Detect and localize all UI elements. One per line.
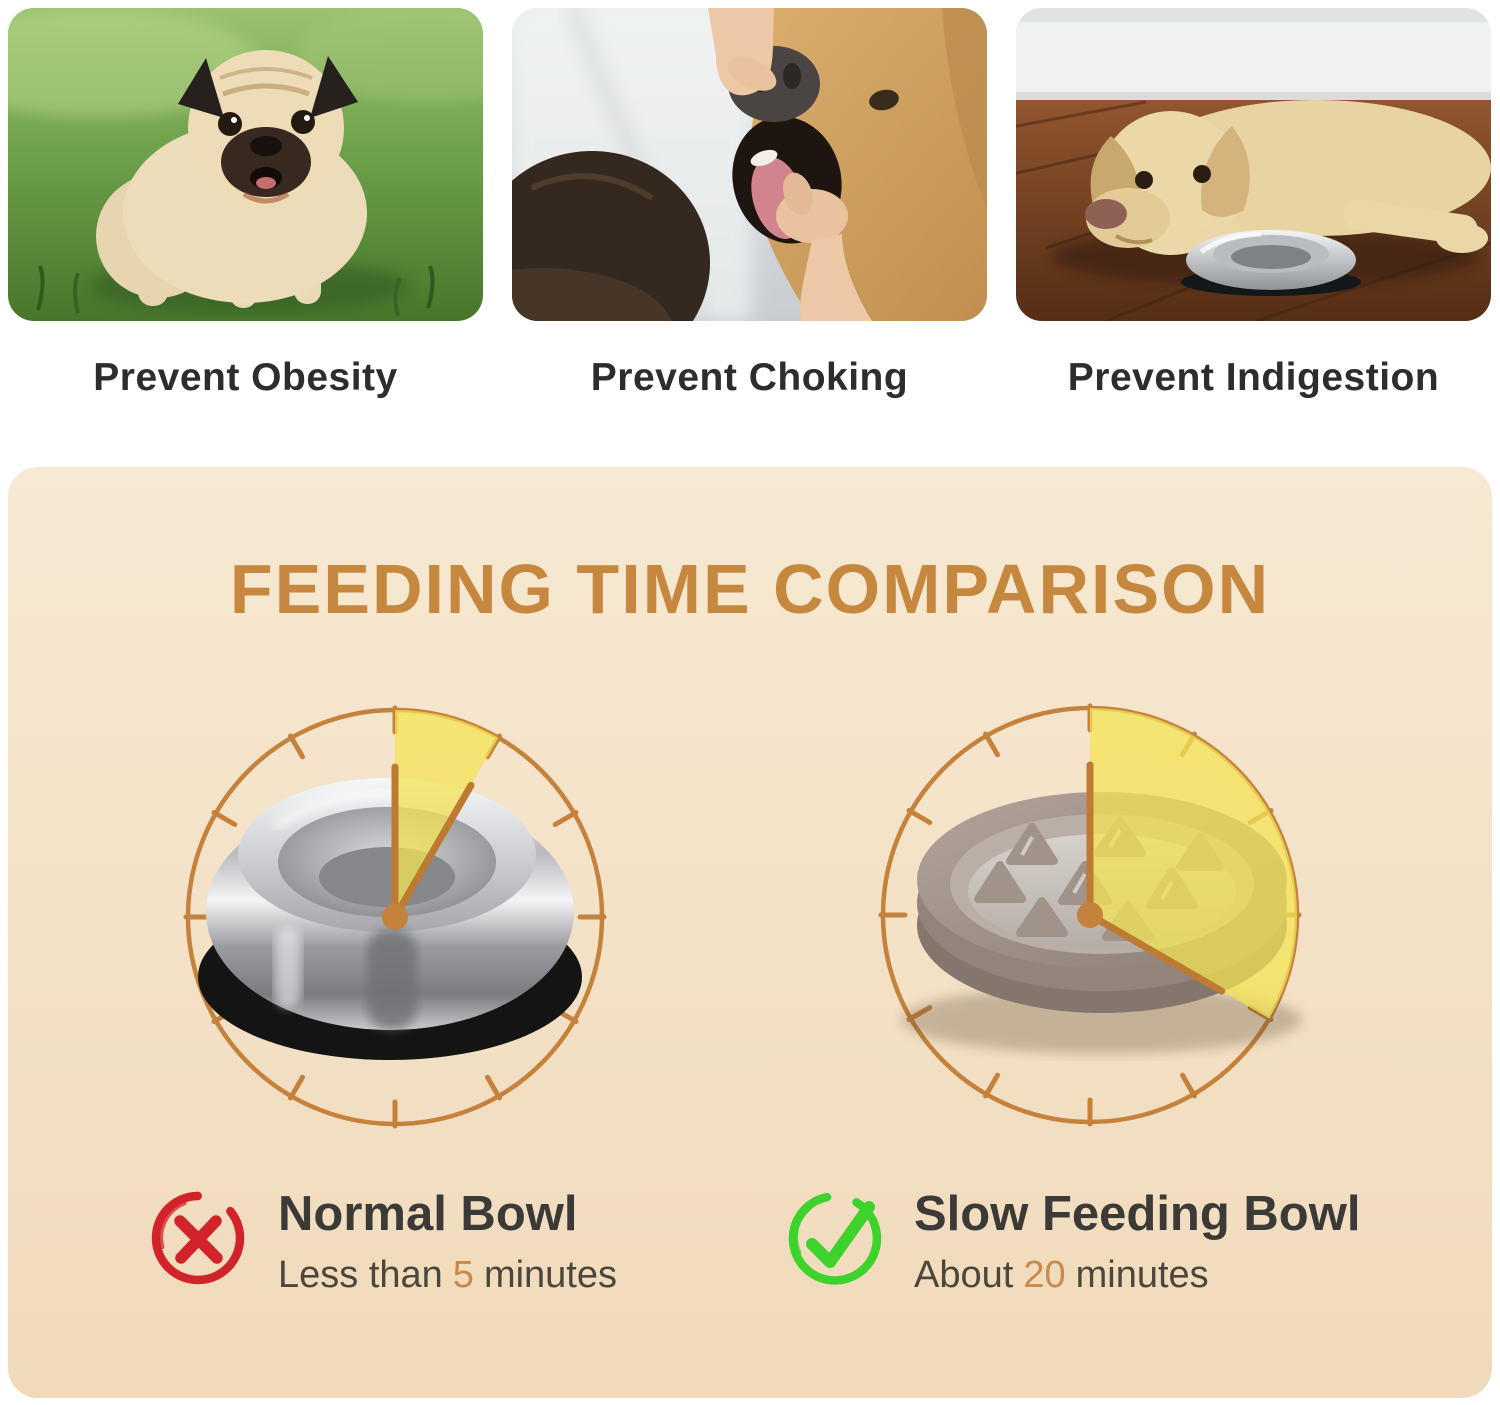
minutes-value: 20 [1023, 1254, 1066, 1297]
labrador-bowl-illustration [1016, 8, 1491, 321]
clock-tick [1180, 1072, 1197, 1099]
normal-bowl-clock [183, 705, 607, 1129]
clock-hand-end [1086, 911, 1226, 995]
clock-tick [485, 1074, 502, 1101]
normal-bowl-result: Normal Bowl Less than 5 minutes [146, 1186, 617, 1297]
result-detail: About 20 minutes [914, 1254, 1360, 1297]
clock-tick [211, 810, 238, 827]
benefit-caption-indigestion: Prevent Indigestion [1067, 356, 1440, 399]
clock-tick [552, 810, 579, 827]
benefit-caption-obesity: Prevent Obesity [93, 356, 398, 399]
clock-tick [983, 731, 1000, 758]
red-cross-icon [151, 1191, 245, 1285]
green-check-icon [788, 1192, 882, 1285]
photo-obese-pug [8, 8, 483, 321]
feeding-time-title: FEEDING TIME COMPARISON [229, 550, 1271, 628]
clock-center-dot [1077, 902, 1103, 928]
obese-pug-illustration [8, 8, 483, 321]
clock-tick [983, 1072, 1000, 1099]
result-title: Normal Bowl [278, 1187, 578, 1241]
slow-feeding-bowl-clock [878, 703, 1302, 1127]
clock-tick [288, 1074, 305, 1101]
clock-tick [906, 808, 933, 825]
result-detail: Less than 5 minutes [278, 1254, 617, 1297]
detail-suffix: minutes [483, 1254, 617, 1297]
clock-tick [288, 733, 305, 760]
photo-labrador-by-bowl [1016, 8, 1491, 321]
minutes-value: 5 [452, 1254, 474, 1297]
dog-mouth-check-illustration [512, 8, 987, 321]
clock-hand-end [391, 781, 475, 921]
photo-checking-dog-mouth [512, 8, 987, 321]
detail-prefix: Less than [278, 1254, 443, 1297]
result-title: Slow Feeding Bowl [914, 1187, 1361, 1241]
benefit-caption-choking: Prevent Choking [590, 356, 909, 399]
clock-tick [485, 733, 502, 760]
detail-prefix: About [914, 1254, 1014, 1297]
detail-suffix: minutes [1075, 1254, 1209, 1297]
clock-center-dot [382, 904, 408, 930]
slow-bowl-result: Slow Feeding Bowl About 20 minutes [782, 1186, 1360, 1297]
